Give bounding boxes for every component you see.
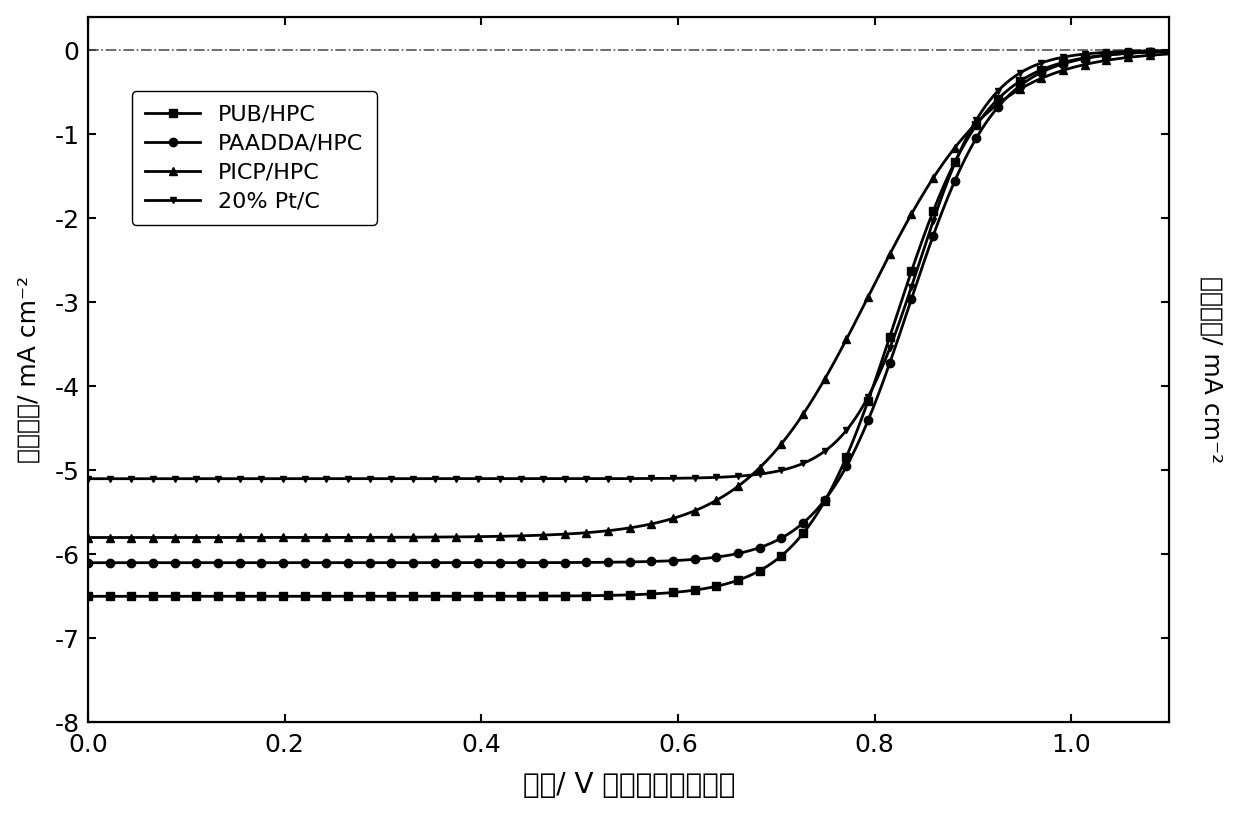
Legend: PUB/HPC, PAADDA/HPC, PICP/HPC, 20% Pt/C: PUB/HPC, PAADDA/HPC, PICP/HPC, 20% Pt/C [131,91,377,224]
Y-axis label: 电流密度/ mA cm⁻²: 电流密度/ mA cm⁻² [1199,276,1224,463]
X-axis label: 电压/ V 相对于可逆氢电极: 电压/ V 相对于可逆氢电极 [522,771,735,800]
Y-axis label: 电流密度/ mA cm⁻²: 电流密度/ mA cm⁻² [16,276,41,463]
